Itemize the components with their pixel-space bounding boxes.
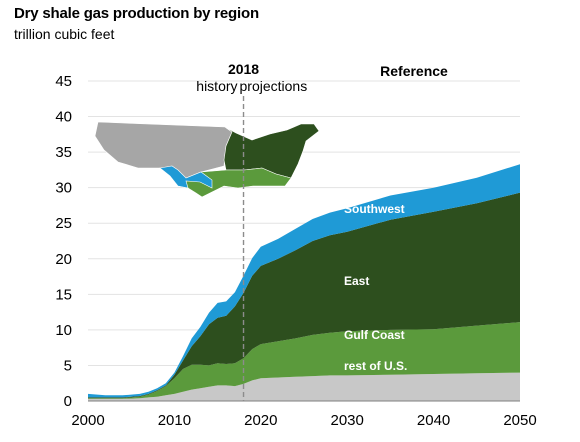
map-southwest <box>159 165 213 189</box>
chart-title: Dry shale gas production by region <box>14 5 259 22</box>
year-marker-label: 2018 <box>228 61 259 77</box>
x-tick-label: 2010 <box>158 412 191 429</box>
x-tick-label: 2000 <box>71 412 104 429</box>
case-label: Reference <box>380 63 448 79</box>
y-tick-label: 15 <box>55 286 72 303</box>
history-label: history <box>196 78 237 94</box>
y-tick-label: 30 <box>55 180 72 197</box>
y-tick-label: 35 <box>55 144 72 161</box>
y-tick-label: 10 <box>55 322 72 339</box>
y-tick-label: 40 <box>55 109 72 126</box>
map-east <box>223 123 320 179</box>
projections-label: projections <box>240 78 308 94</box>
x-tick-label: 2030 <box>331 412 364 429</box>
us-region-map <box>94 121 320 198</box>
series-label-east: East <box>344 274 369 288</box>
area-east <box>88 192 520 399</box>
series-label-southwest: Southwest <box>344 202 405 216</box>
series-label-rest-of-u-s: rest of U.S. <box>344 359 407 373</box>
y-tick-label: 5 <box>64 357 72 374</box>
area-gulf-coast <box>88 322 520 399</box>
axes: 0 5 10 15 20 25 30 35 40 45 2000 2010 2020 2030 2040 20… <box>55 73 536 429</box>
x-tick-label: 2040 <box>417 412 450 429</box>
stacked-areas <box>88 164 520 401</box>
area-southwest <box>88 164 520 398</box>
y-tick-label: 25 <box>55 215 72 232</box>
y-tick-label: 0 <box>64 393 72 410</box>
y-tick-label: 20 <box>55 251 72 268</box>
series-label-gulf-coast: Gulf Coast <box>344 328 405 342</box>
y-tick-label: 45 <box>55 73 72 90</box>
chart-subtitle: trillion cubic feet <box>14 26 115 42</box>
area-rest-of-u-s <box>88 372 520 401</box>
x-tick-label: 2050 <box>503 412 536 429</box>
x-tick-label: 2020 <box>244 412 277 429</box>
